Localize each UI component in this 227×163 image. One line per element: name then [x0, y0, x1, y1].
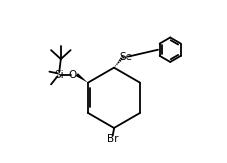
Text: Br: Br	[106, 133, 118, 144]
Text: Si: Si	[54, 70, 64, 80]
Text: Se: Se	[118, 52, 131, 62]
Text: O: O	[68, 70, 76, 80]
Polygon shape	[75, 73, 87, 83]
